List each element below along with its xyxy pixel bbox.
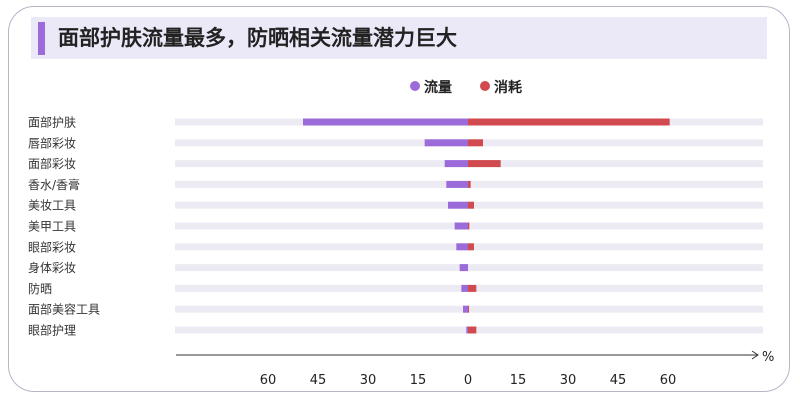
flow-bar bbox=[303, 118, 468, 126]
bar-rows: 面部护肤唇部彩妆面部彩妆香水/香膏美妆工具美甲工具眼部彩妆身体彩妆防晒面部美容工… bbox=[28, 115, 763, 338]
chart-title: 面部护肤流量最多，防晒相关流量潜力巨大 bbox=[58, 26, 457, 50]
category-label: 面部美容工具 bbox=[28, 302, 100, 317]
legend-flow-label: 流量 bbox=[424, 79, 452, 96]
flow-bar bbox=[459, 264, 468, 272]
category-label: 身体彩妆 bbox=[28, 260, 76, 275]
category-label: 防晒 bbox=[28, 281, 52, 296]
flow-bar bbox=[446, 180, 468, 188]
consume-bar bbox=[468, 160, 501, 168]
flow-bar bbox=[454, 222, 468, 230]
legend: 流量 消耗 bbox=[410, 79, 522, 96]
category-label: 面部彩妆 bbox=[28, 156, 76, 171]
x-axis-unit: % bbox=[762, 350, 774, 365]
consume-bar bbox=[468, 222, 470, 230]
consume-bar bbox=[468, 305, 469, 313]
legend-consume-label: 消耗 bbox=[494, 79, 522, 96]
flow-bar bbox=[466, 326, 468, 334]
category-label: 面部护肤 bbox=[28, 115, 76, 130]
title-accent-bar bbox=[38, 22, 45, 55]
consume-bar bbox=[468, 201, 474, 209]
consume-bar bbox=[468, 139, 483, 147]
x-tick-label: 30 bbox=[560, 373, 577, 388]
title-band bbox=[31, 17, 767, 59]
x-tick-label: 15 bbox=[510, 373, 527, 388]
flow-bar bbox=[448, 201, 468, 209]
x-axis: % bbox=[176, 350, 774, 365]
x-tick-label: 45 bbox=[610, 373, 627, 388]
x-tick-label: 30 bbox=[360, 373, 377, 388]
flow-bar bbox=[463, 305, 468, 313]
legend-consume-marker bbox=[480, 81, 490, 91]
category-label: 唇部彩妆 bbox=[28, 135, 76, 150]
consume-bar bbox=[468, 180, 471, 188]
category-label: 眼部护理 bbox=[28, 323, 76, 338]
category-label: 美甲工具 bbox=[28, 220, 76, 234]
x-axis-arrow bbox=[751, 350, 759, 360]
x-tick-label: 60 bbox=[660, 373, 677, 388]
category-label: 香水/香膏 bbox=[28, 177, 80, 192]
x-tick-label: 45 bbox=[310, 373, 327, 388]
x-tick-label: 0 bbox=[464, 373, 472, 388]
consume-bar bbox=[468, 326, 477, 334]
x-tick-label: 60 bbox=[260, 373, 277, 388]
consume-bar bbox=[468, 284, 477, 292]
consume-bar bbox=[468, 243, 474, 251]
legend-flow-marker bbox=[410, 81, 420, 91]
consume-bar bbox=[468, 118, 670, 126]
flow-bar bbox=[424, 139, 468, 147]
flow-bar bbox=[444, 160, 468, 168]
flow-bar bbox=[461, 284, 468, 292]
bar-track bbox=[175, 264, 763, 272]
x-axis-ticks: 60 45 30 15 0 15 30 45 60 bbox=[260, 373, 677, 388]
x-tick-label: 15 bbox=[410, 373, 427, 388]
flow-bar bbox=[456, 243, 468, 251]
category-label: 眼部彩妆 bbox=[28, 239, 76, 254]
category-label: 美妆工具 bbox=[28, 199, 76, 213]
